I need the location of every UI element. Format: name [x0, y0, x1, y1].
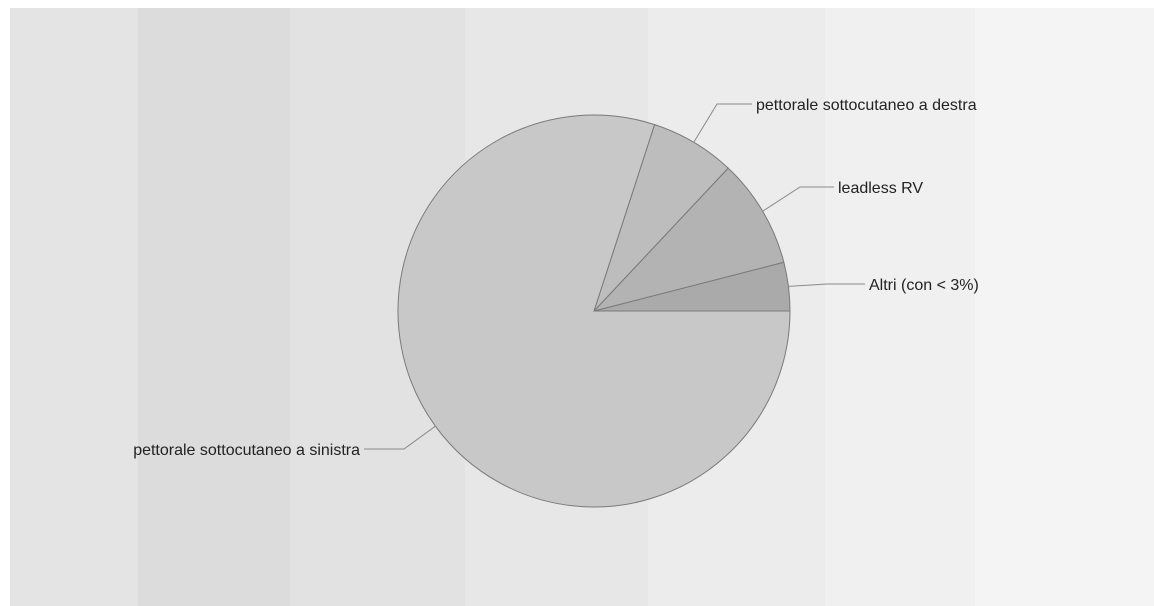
- pie-slice-pettorale-sottocutaneo-a-sinistra: [397, 114, 791, 508]
- background-band: [10, 8, 138, 606]
- background-band: [138, 8, 290, 606]
- slice-label-pettorale-sottocutaneo-a-sinistra: pettorale sottocutaneo a sinistra: [133, 442, 360, 459]
- slice-labels: Altri (con < 3%) leadless RV pettorale sot…: [133, 97, 979, 459]
- leader-lines: [364, 103, 865, 450]
- leader-line-pettorale-sottocutaneo-a-sinistra: [364, 425, 436, 450]
- pie-slice-leadless-rv: [592, 167, 785, 312]
- slice-label-altri-con-3: Altri (con < 3%): [869, 277, 979, 294]
- background-band: [975, 8, 1154, 606]
- slice-label-pettorale-sottocutaneo-a-destra: pettorale sottocutaneo a destra: [756, 97, 977, 114]
- pie-slices: [397, 114, 791, 508]
- leader-line-pettorale-sottocutaneo-a-destra: [693, 103, 752, 143]
- leader-line-leadless-rv: [762, 186, 834, 212]
- leader-line-altri-con-3: [788, 283, 865, 287]
- background-band: [825, 8, 975, 606]
- slice-label-leadless-rv: leadless RV: [838, 180, 923, 197]
